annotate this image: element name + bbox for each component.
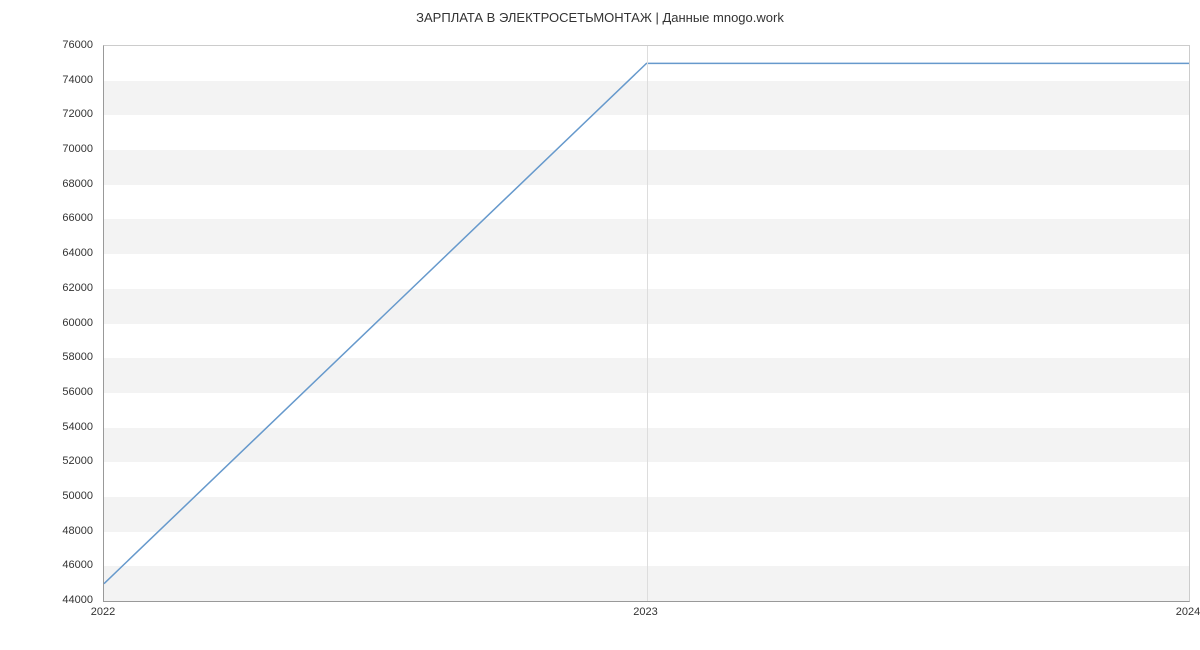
y-tick-label: 66000 [0,212,93,224]
y-tick-label: 54000 [0,421,93,433]
y-tick-label: 44000 [0,594,93,606]
y-tick-label: 56000 [0,386,93,398]
y-tick-label: 46000 [0,559,93,571]
y-tick-label: 48000 [0,525,93,537]
y-tick-label: 64000 [0,247,93,259]
y-tick-label: 62000 [0,282,93,294]
x-tick-label: 2022 [91,606,115,618]
x-tick-label: 2023 [633,606,657,618]
salary-chart: ЗАРПЛАТА В ЭЛЕКТРОСЕТЬМОНТАЖ | Данные mn… [0,0,1200,650]
y-tick-label: 74000 [0,74,93,86]
y-tick-label: 52000 [0,455,93,467]
y-tick-label: 60000 [0,317,93,329]
x-tick-label: 2024 [1176,606,1200,618]
y-tick-label: 70000 [0,143,93,155]
y-tick-label: 50000 [0,490,93,502]
y-tick-label: 68000 [0,178,93,190]
y-tick-label: 72000 [0,108,93,120]
x-gridline [647,46,648,601]
y-tick-label: 76000 [0,39,93,51]
y-tick-label: 58000 [0,351,93,363]
plot-area [103,45,1190,602]
chart-title: ЗАРПЛАТА В ЭЛЕКТРОСЕТЬМОНТАЖ | Данные mn… [0,10,1200,25]
